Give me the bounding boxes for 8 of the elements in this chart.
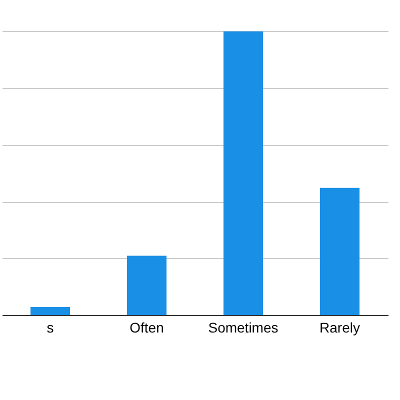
bar	[126, 256, 167, 315]
x-tick-label: Often	[130, 320, 164, 336]
bar	[30, 307, 70, 315]
bar	[223, 31, 264, 315]
x-tick-label: Sometimes	[208, 320, 278, 336]
bar	[320, 188, 360, 315]
x-tick-label: Rarely	[320, 320, 360, 336]
x-tick-label: s	[46, 320, 54, 336]
